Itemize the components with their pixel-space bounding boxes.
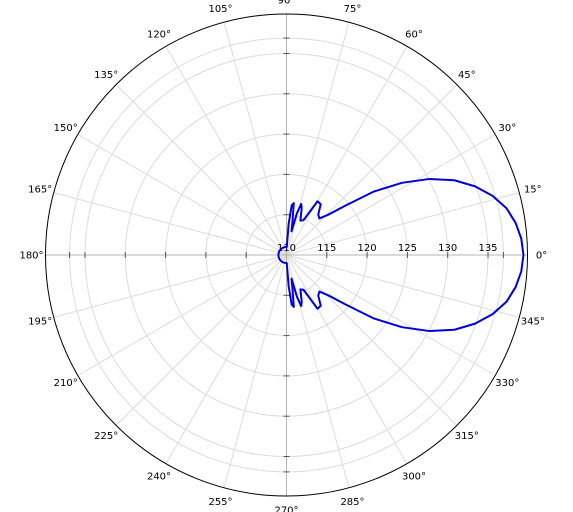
radial-tick-label: 130 [438, 243, 457, 254]
radial-tick-label: 125 [398, 243, 417, 254]
angle-tick-label: 210° [54, 378, 78, 389]
angle-tick-label: 315° [455, 431, 479, 442]
angular-gridline [53, 192, 287, 256]
angular-gridline [165, 254, 287, 464]
series-layer [277, 177, 525, 333]
angle-tick-label: 60° [405, 30, 423, 41]
angle-tick-label: 270° [274, 506, 298, 512]
angular-gridlines [45, 14, 528, 496]
angular-gridline [115, 84, 287, 256]
angular-gridline [286, 254, 496, 376]
angular-gridline [223, 22, 287, 256]
radial-tick-label: 115 [317, 243, 336, 254]
angular-gridline [286, 84, 458, 256]
angle-tick-label: 300° [402, 471, 426, 482]
angle-tick-label: 45° [458, 70, 476, 81]
angular-gridline [223, 254, 287, 488]
angle-tick-label: 330° [495, 378, 519, 389]
angle-tick-label: 0° [536, 251, 547, 262]
angle-tick-label: 240° [147, 471, 171, 482]
angular-gridline [286, 254, 520, 318]
angular-gridline [53, 254, 287, 318]
angular-gridline [77, 254, 287, 376]
angular-gridline [286, 134, 496, 256]
angle-tick-label: 75° [344, 4, 362, 15]
polar-frame [45, 13, 528, 497]
angle-tick-labels: 0° 15° 30° 45° 60° 75° 90° 105° 120° 135° 150° 165°… [19, 0, 547, 512]
angle-tick-label: 285° [340, 497, 364, 508]
angle-tick-label: 120° [147, 30, 171, 41]
radial-tick-labels: 110 115 120 125 130 135 [277, 243, 498, 254]
radial-axis [45, 14, 528, 496]
angular-gridline [286, 192, 520, 256]
radial-tick-label: 135 [478, 243, 497, 254]
angular-gridline [286, 46, 408, 256]
radial-tick-label: 120 [358, 243, 377, 254]
angle-tick-label: 165° [28, 185, 52, 196]
angle-tick-label: 255° [208, 497, 232, 508]
angle-tick-label: 30° [498, 123, 516, 134]
angular-gridline [165, 46, 287, 256]
angle-tick-label: 15° [524, 185, 542, 196]
angle-tick-label: 135° [94, 70, 118, 81]
series-line [277, 177, 525, 333]
angle-tick-label: 105° [208, 4, 232, 15]
angular-gridline [77, 134, 287, 256]
angle-tick-label: 345° [521, 316, 545, 327]
angular-gridline [115, 254, 287, 426]
radial-tick-label: 110 [277, 243, 296, 254]
angle-tick-label: 150° [54, 123, 78, 134]
angular-gridline [286, 254, 458, 426]
angle-tick-label: 195° [28, 316, 52, 327]
angular-gridline [286, 254, 408, 464]
angle-tick-label: 90° [278, 0, 296, 7]
angle-tick-label: 180° [19, 251, 43, 262]
angle-tick-label: 225° [94, 431, 118, 442]
